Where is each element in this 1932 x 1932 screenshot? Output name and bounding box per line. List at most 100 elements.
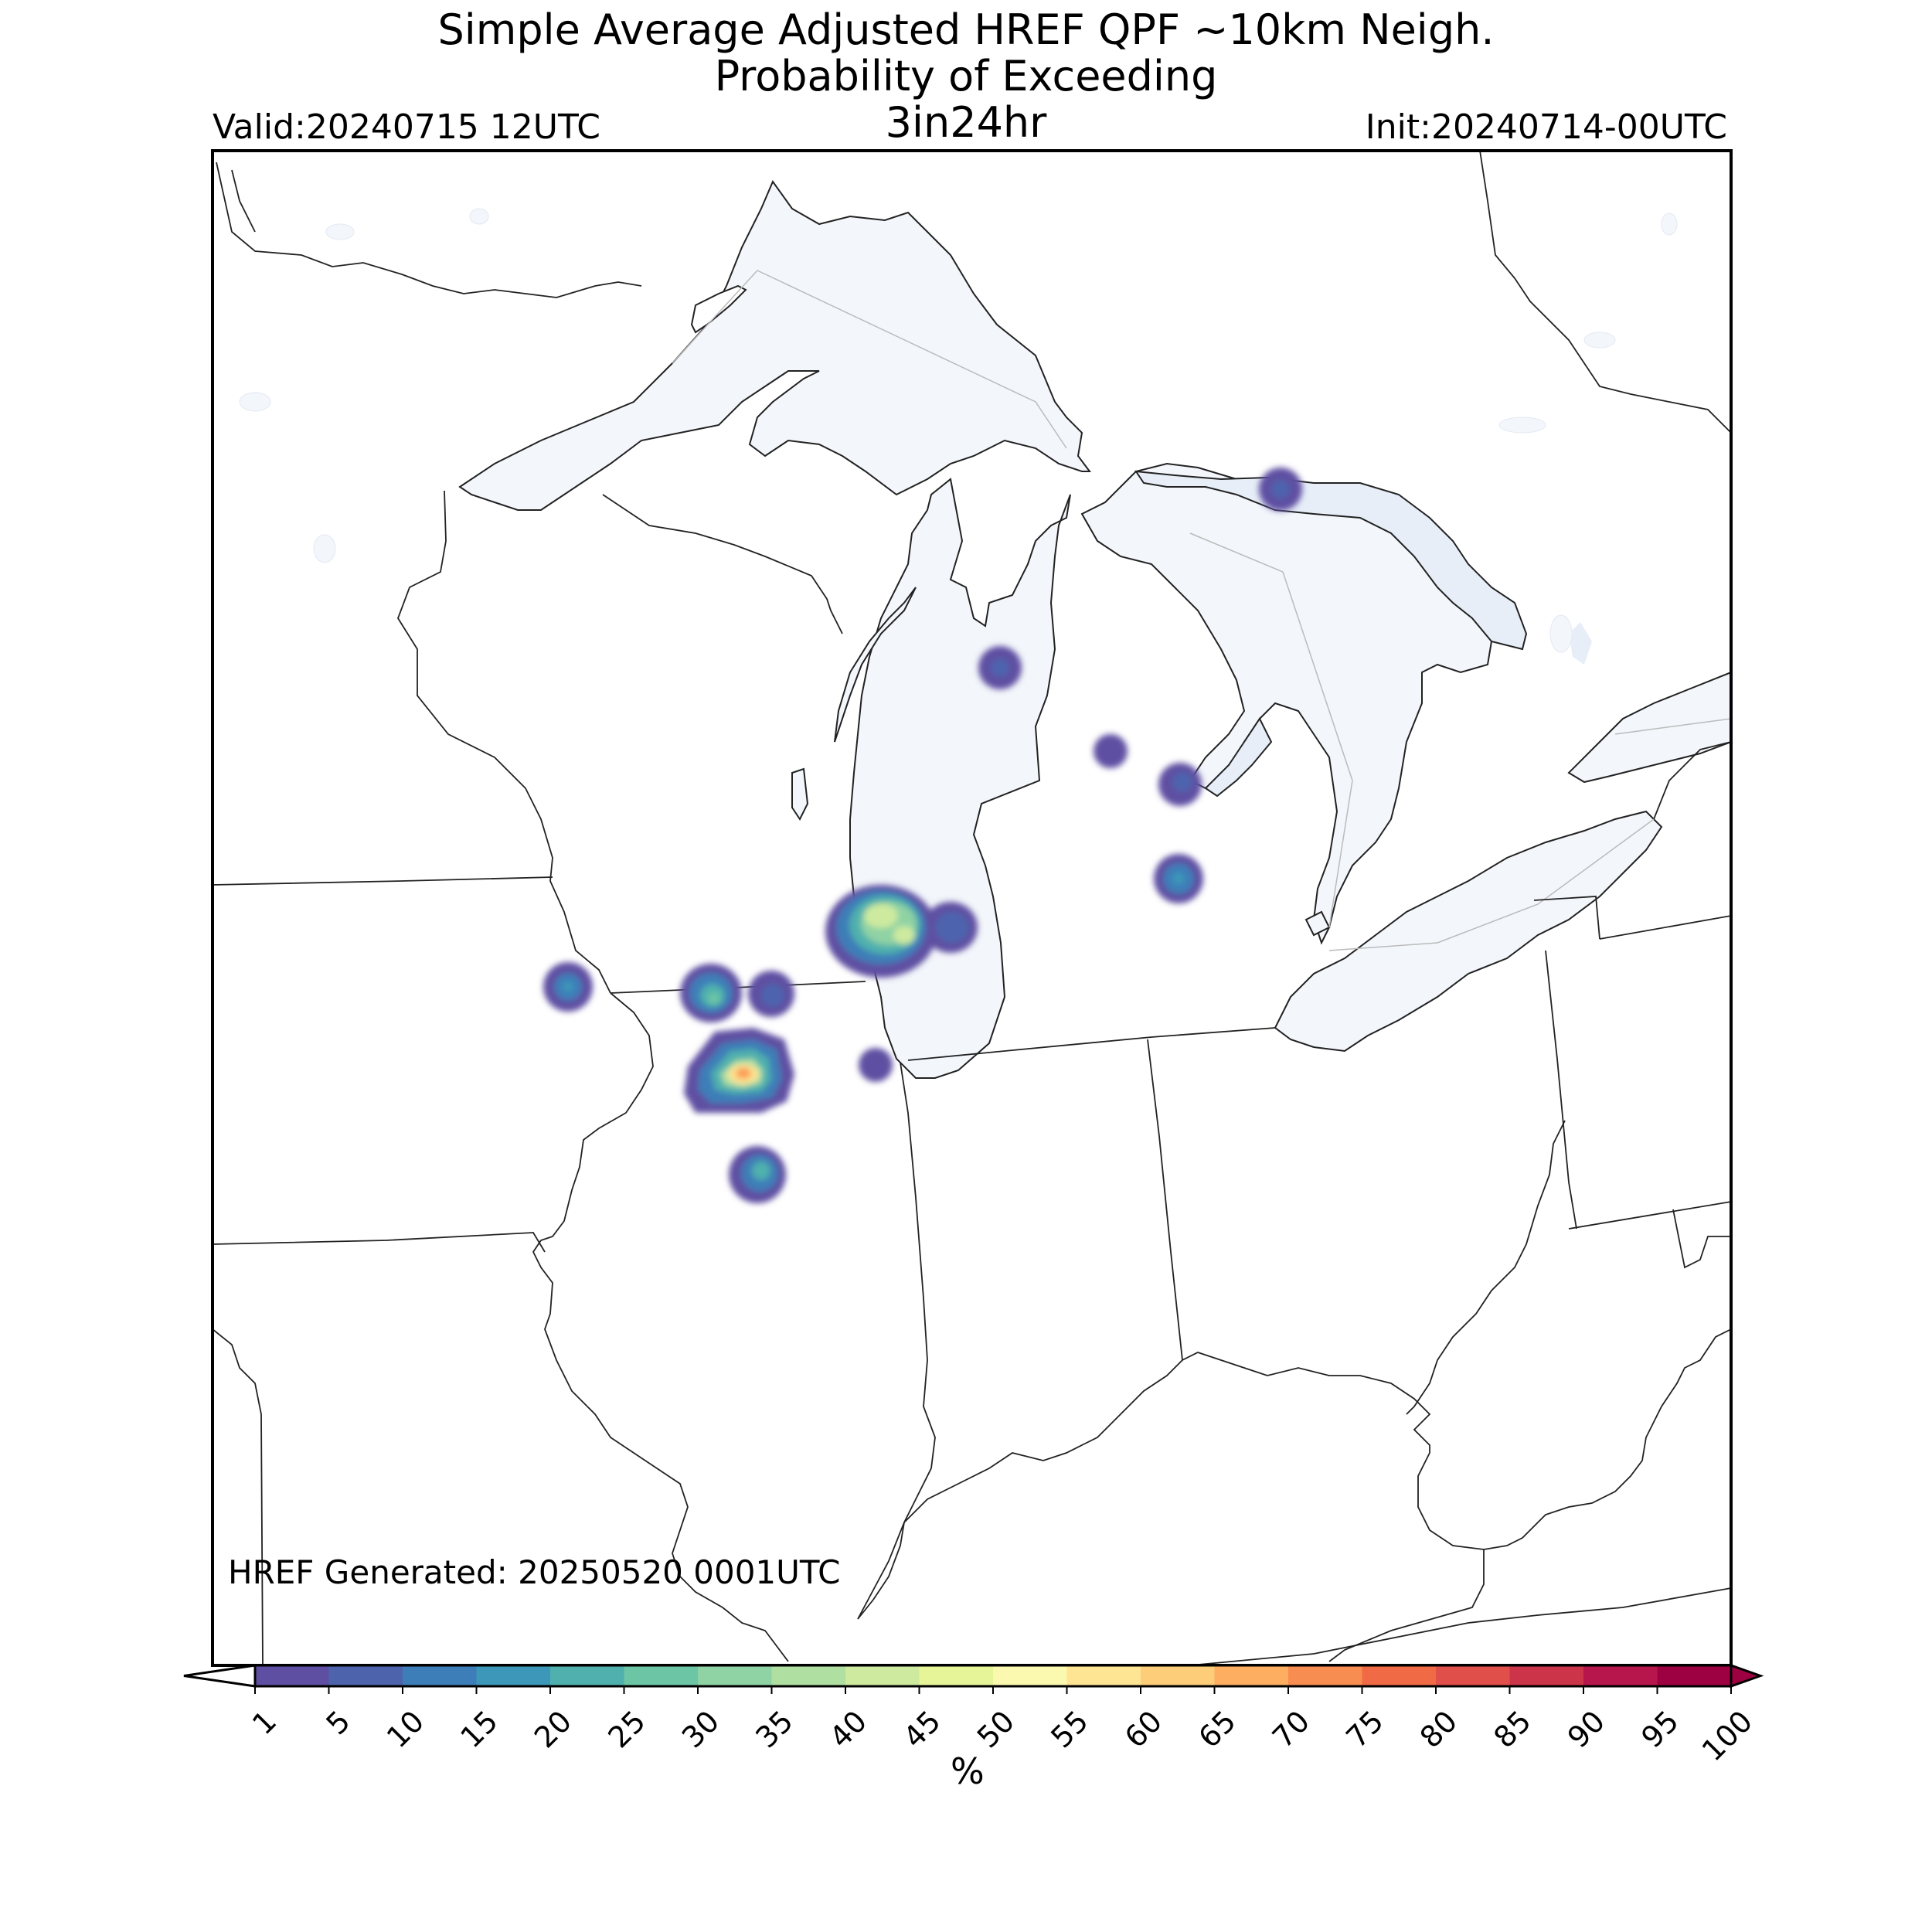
colorbar-tick-label: 50: [971, 1704, 1021, 1754]
small-lake: [325, 223, 355, 240]
border-nw-ontario: [231, 169, 256, 233]
colorbar-tick-label: 40: [823, 1704, 873, 1754]
colorbar-tick-label: 70: [1266, 1704, 1316, 1754]
green-bay: [834, 587, 917, 743]
chart-title-line2: Probability of Exceeding: [714, 52, 1218, 100]
colorbar-unit-label: %: [951, 1750, 985, 1792]
prob-blob: [1271, 480, 1290, 498]
small-lake: [313, 534, 336, 563]
colorbar-tick-label: 25: [601, 1704, 651, 1754]
border-ia-il: [532, 992, 789, 1662]
generated-label: HREF Generated: 20250520 0001UTC: [228, 1553, 841, 1591]
colorbar-segment: [1362, 1665, 1437, 1686]
prob-blob: [859, 1048, 893, 1082]
prob-blob: [1172, 872, 1185, 885]
lake-ontario: [1567, 671, 1731, 784]
colorbar-segment: [993, 1665, 1067, 1686]
colorbar-tick-label: 65: [1192, 1704, 1242, 1754]
colorbar-segment: [403, 1665, 477, 1686]
chart-title-line3: 3in24hr: [885, 98, 1047, 147]
map-area: [213, 151, 1731, 1665]
small-lake: [469, 208, 489, 225]
colorbar-segment: [698, 1665, 772, 1686]
colorbar-segment: [1583, 1665, 1658, 1686]
colorbar-segment: [255, 1665, 329, 1686]
colorbar-segment: [1214, 1665, 1289, 1686]
border-ny-west: [1533, 896, 1600, 940]
small-lake: [1583, 332, 1616, 349]
lake-superior: [458, 179, 1091, 511]
border-mi-south: [907, 1027, 1276, 1061]
colorbar-tick-label: 80: [1413, 1704, 1464, 1754]
border-huron: [1189, 532, 1353, 928]
border-mn-wi: [397, 490, 611, 994]
boundaries: [213, 151, 1731, 1665]
small-lake: [239, 392, 271, 412]
colorbar-tick-label: 75: [1339, 1704, 1389, 1754]
border-in-oh: [1147, 1039, 1183, 1361]
colorbar-segment: [476, 1665, 551, 1686]
border-ia-mo: [213, 1232, 546, 1253]
border-oh-wv: [1406, 1120, 1566, 1415]
border-wv-va: [1417, 1328, 1731, 1550]
georgian-bay: [1134, 470, 1528, 651]
prob-blob: [708, 992, 720, 1005]
border-ky-va: [1328, 1549, 1485, 1662]
border-superior: [672, 270, 1067, 449]
prob-blob: [893, 926, 915, 944]
border-ia-north: [213, 876, 553, 886]
lake-simcoe: [1569, 622, 1592, 665]
border-ontario: [1614, 718, 1731, 735]
colorbar-tick-label: 55: [1044, 1704, 1094, 1754]
colorbar-tick-label: 95: [1634, 1704, 1685, 1754]
border-pa-east: [1568, 1201, 1731, 1230]
small-lake: [1661, 213, 1678, 236]
border-wi-mi: [602, 494, 843, 634]
border-il-in: [857, 1062, 936, 1620]
prob-blob: [1172, 772, 1192, 792]
prob-blob: [752, 1162, 770, 1180]
colorbar-segment: [550, 1665, 624, 1686]
prob-blob: [563, 981, 573, 992]
small-lake: [1549, 614, 1573, 653]
border-oh-pa: [1545, 950, 1577, 1230]
saginaw-bay: [1204, 717, 1273, 798]
colorbar-segment: [328, 1665, 403, 1686]
colorbar-tick-label: 10: [380, 1704, 430, 1754]
prob-blob: [761, 984, 784, 1007]
colorbar-segment: [1509, 1665, 1584, 1686]
colorbar-tick-label: 5: [319, 1704, 356, 1741]
colorbar-segment: [1141, 1665, 1215, 1686]
colorbar-tick-label: 1: [246, 1704, 283, 1741]
colorbar-tick-label: 45: [896, 1704, 947, 1754]
colorbar-tick-label: 100: [1696, 1704, 1759, 1767]
prob-blob: [991, 658, 1009, 677]
valid-time-label: Valid:20240715 12UTC: [213, 107, 601, 147]
colorbar-tick-label: 15: [454, 1704, 504, 1754]
colorbar-segment: [771, 1665, 846, 1686]
init-time-label: Init:20240714-00UTC: [1365, 107, 1727, 147]
colorbar-tick-label: 20: [528, 1704, 578, 1754]
colorbar-tick-label: 85: [1487, 1704, 1537, 1754]
border-pa-ny: [1599, 915, 1731, 940]
colorbar-segment: [919, 1665, 994, 1686]
colorbar-segment: [624, 1665, 699, 1686]
border-wv-md: [1672, 1209, 1731, 1269]
border-ny-on: [1653, 741, 1731, 820]
colorbar-segment: [1288, 1665, 1362, 1686]
colorbar-tick-label: 60: [1118, 1704, 1168, 1754]
colorbar-tick-label: 35: [749, 1704, 799, 1754]
colorbar-under-extend: [183, 1664, 257, 1688]
colorbar: [183, 1663, 1764, 1689]
chart-title-line1: Simple Average Adjusted HREF QPF ~10km N…: [437, 5, 1495, 54]
colorbar-segment: [1066, 1665, 1141, 1686]
prob-blob: [864, 903, 898, 928]
border-us-canada-west: [216, 162, 642, 298]
border-ky-tn: [1189, 1587, 1731, 1665]
border-ohio-river: [857, 1352, 1431, 1620]
colorbar-segment: [845, 1665, 920, 1686]
colorbar-tick-label: 90: [1561, 1704, 1611, 1754]
colorbar-tick-label: 30: [675, 1704, 726, 1754]
probability-field: [543, 468, 1302, 1203]
